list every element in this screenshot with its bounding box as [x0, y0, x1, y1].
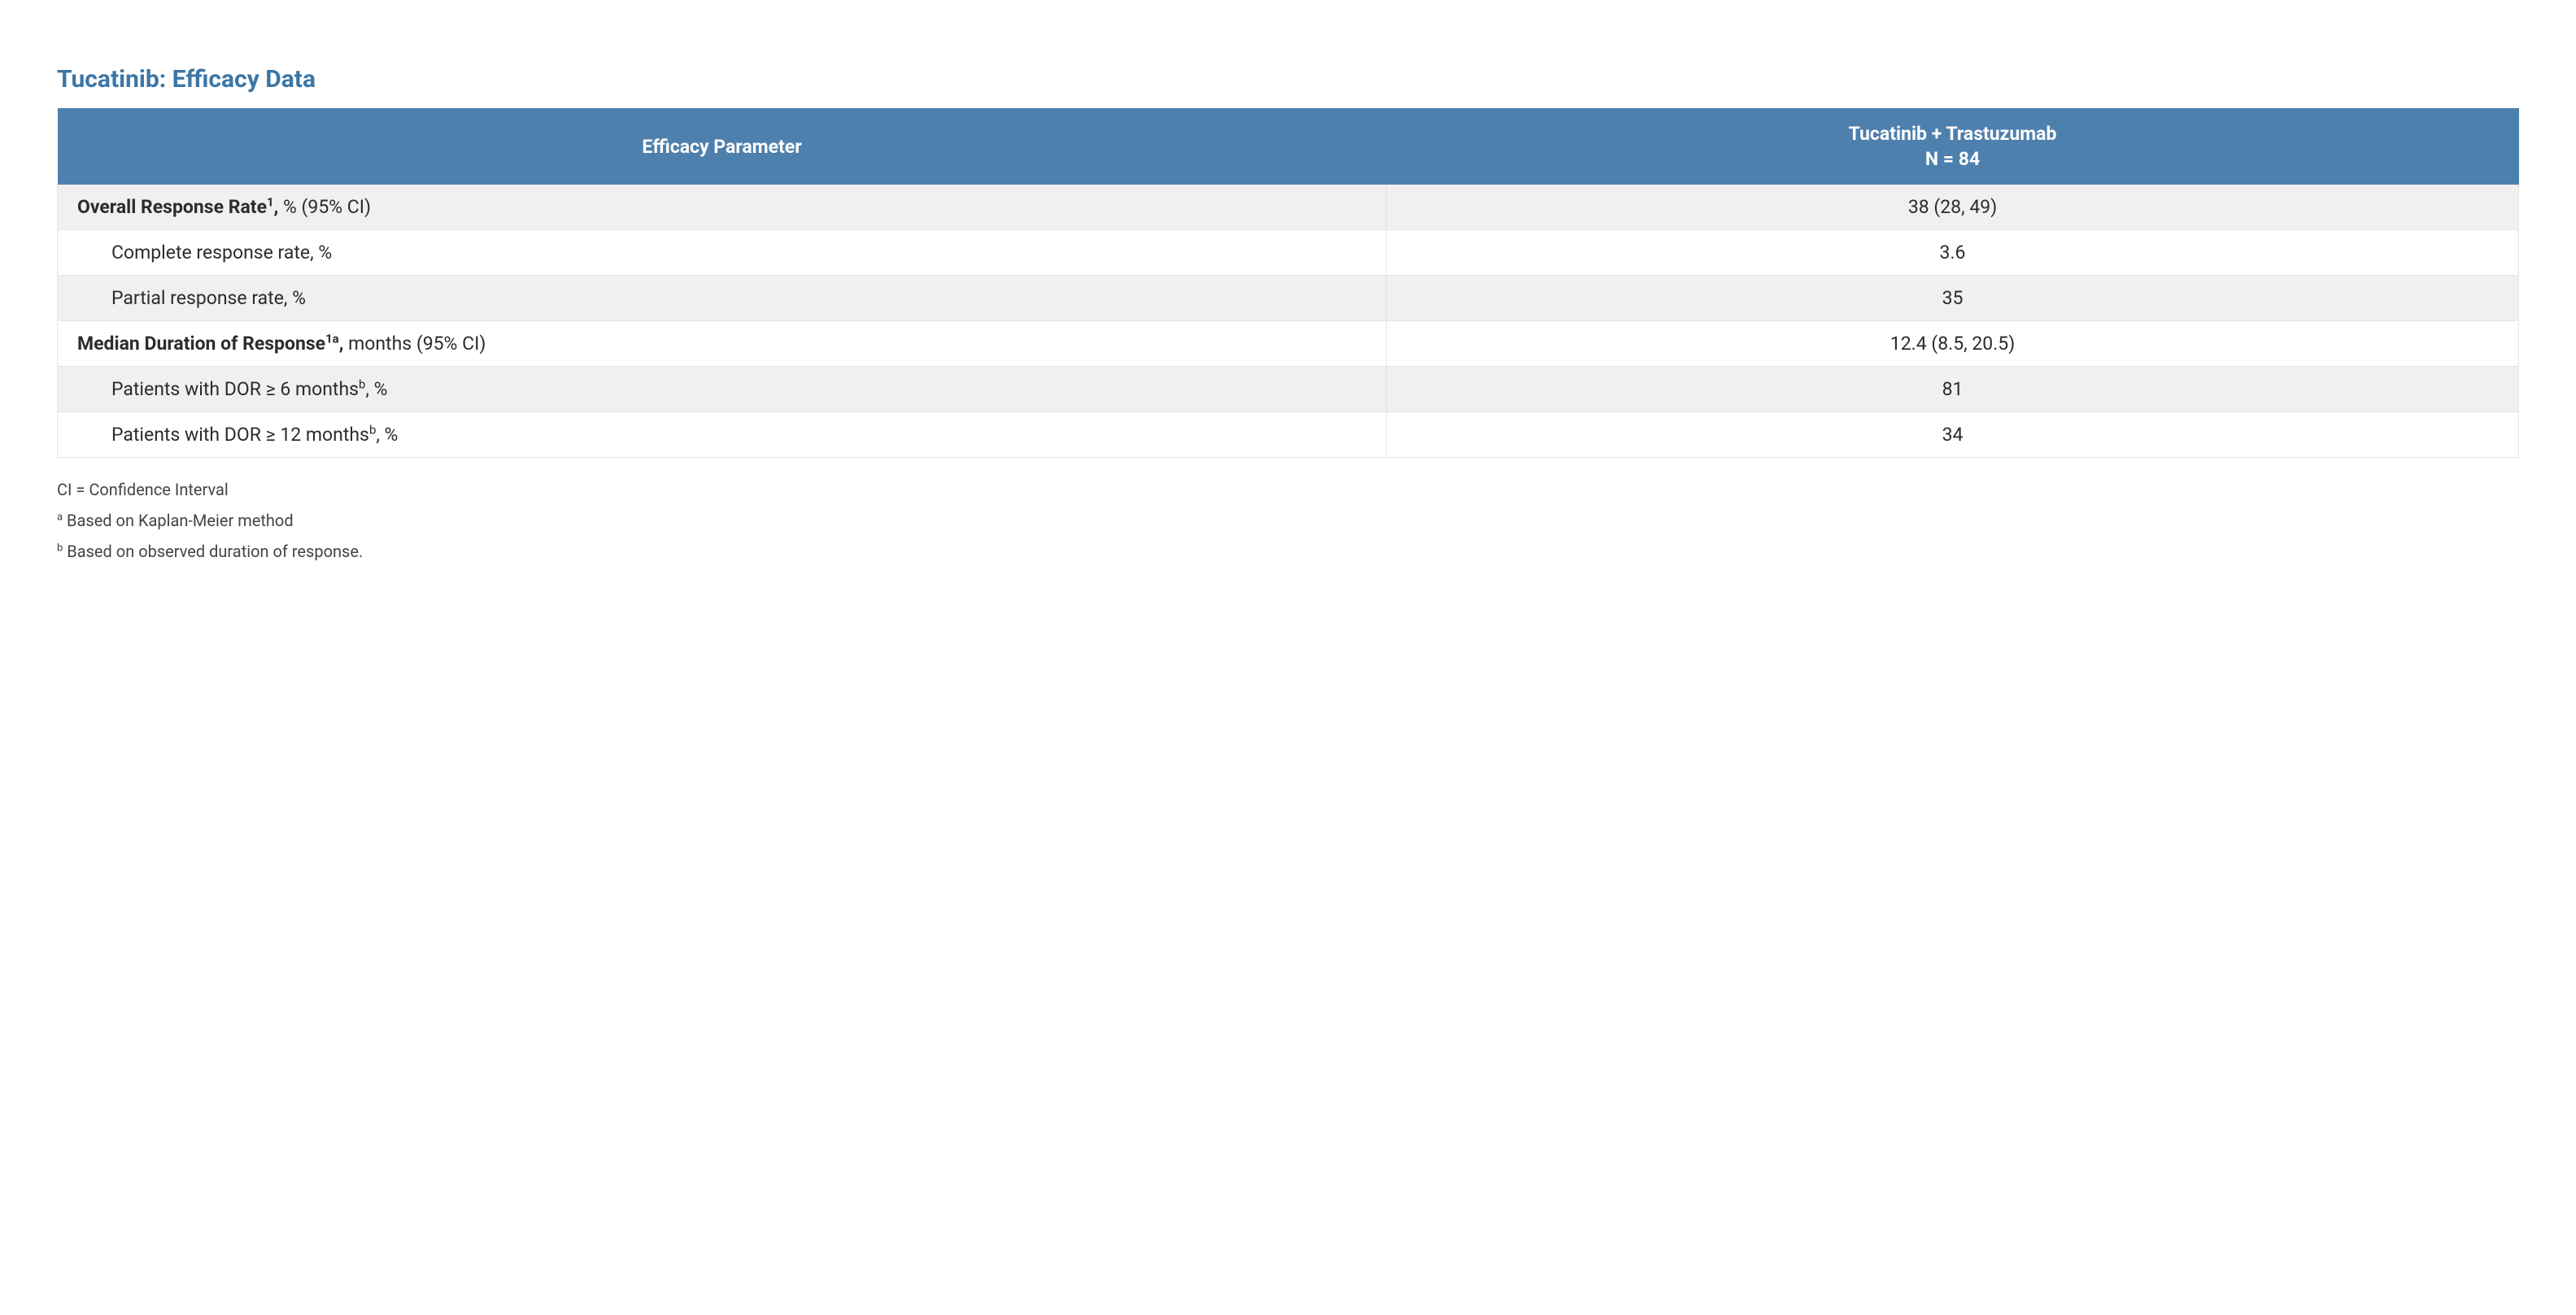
value-cell: 81: [1387, 367, 2519, 412]
table-body: Overall Response Rate1, % (95% CI)38 (28…: [58, 185, 2519, 458]
table-row: Partial response rate, % 35: [58, 276, 2519, 321]
param-label-post: , %: [365, 378, 387, 400]
param-cell: Patients with DOR ≥ 12 monthsb, %: [58, 412, 1387, 458]
footnotes: CI = Confidence Interval a Based on Kapl…: [57, 474, 2519, 567]
page-title: Tucatinib: Efficacy Data: [57, 65, 2519, 94]
param-label-bold: Median Duration of Response: [77, 333, 325, 355]
param-cell: Complete response rate, %: [58, 230, 1387, 276]
footnote-a: a Based on Kaplan-Meier method: [57, 505, 2519, 536]
param-sup: 1: [267, 195, 274, 210]
param-label: Partial response rate, %: [111, 287, 306, 309]
param-label-pre: Patients with DOR ≥ 6 months: [111, 378, 359, 400]
table-row: Patients with DOR ≥ 6 monthsb, %81: [58, 367, 2519, 412]
param-label-post: % (95% CI): [278, 196, 371, 218]
footnote-ci: CI = Confidence Interval: [57, 474, 2519, 505]
table-row: Patients with DOR ≥ 12 monthsb, %34: [58, 412, 2519, 458]
header-arm: Tucatinib + Trastuzumab N = 84: [1387, 108, 2519, 185]
footnote-a-text: Based on Kaplan-Meier method: [63, 511, 294, 530]
table-row: Overall Response Rate1, % (95% CI)38 (28…: [58, 185, 2519, 230]
param-label-bold: Overall Response Rate: [77, 196, 267, 218]
footnote-b-text: Based on observed duration of response.: [63, 542, 363, 561]
param-label-pre: Patients with DOR ≥ 12 months: [111, 424, 369, 446]
param-cell: Median Duration of Response1a, months (9…: [58, 321, 1387, 367]
value-cell: 35: [1387, 276, 2519, 321]
footnote-b: b Based on observed duration of response…: [57, 536, 2519, 567]
value-cell: 12.4 (8.5, 20.5): [1387, 321, 2519, 367]
param-cell: Partial response rate, %: [58, 276, 1387, 321]
param-label-post: , %: [376, 424, 398, 446]
table-row: Median Duration of Response1a, months (9…: [58, 321, 2519, 367]
param-label-post: months (95% CI): [343, 333, 486, 355]
param-cell: Patients with DOR ≥ 6 monthsb, %: [58, 367, 1387, 412]
param-label: Complete response rate, %: [111, 242, 332, 263]
header-param: Efficacy Parameter: [58, 108, 1387, 185]
value-cell: 38 (28, 49): [1387, 185, 2519, 230]
value-cell: 3.6: [1387, 230, 2519, 276]
table-row: Complete response rate, % 3.6: [58, 230, 2519, 276]
param-sup: 1a: [325, 332, 339, 346]
header-arm-line2: N = 84: [1925, 148, 1980, 170]
value-cell: 34: [1387, 412, 2519, 458]
efficacy-table: Efficacy Parameter Tucatinib + Trastuzum…: [57, 108, 2519, 458]
table-head: Efficacy Parameter Tucatinib + Trastuzum…: [58, 108, 2519, 185]
header-arm-line1: Tucatinib + Trastuzumab: [1849, 123, 2057, 145]
param-cell: Overall Response Rate1, % (95% CI): [58, 185, 1387, 230]
